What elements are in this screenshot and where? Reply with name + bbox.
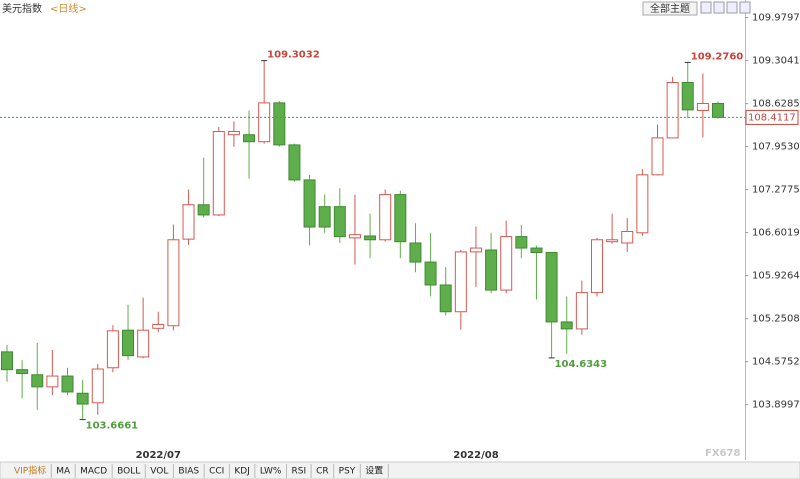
indicator-tab[interactable]: MA <box>56 467 71 477</box>
candle-body <box>364 235 377 241</box>
period: <日线> <box>50 2 87 15</box>
candle-body <box>560 321 573 330</box>
candle-body <box>606 239 619 243</box>
annotation-label: 109.2760 <box>691 51 744 62</box>
candle-body <box>303 179 316 228</box>
candle-body <box>106 330 119 369</box>
candle-body <box>621 231 634 244</box>
candle-body <box>16 369 29 374</box>
x-tick-label: 2022/07 <box>136 450 181 461</box>
symbol: 美元指数 <box>2 2 42 15</box>
y-tick-label: 107.2775 <box>752 185 800 196</box>
candle-body <box>454 251 467 313</box>
candle-body <box>212 131 225 216</box>
y-tick-label: 108.6285 <box>752 99 800 110</box>
theme-button-label[interactable]: 全部主题 <box>650 2 690 15</box>
candle-body <box>575 292 588 330</box>
candle-body <box>469 247 482 253</box>
candle-body <box>379 194 392 241</box>
indicator-tab[interactable]: KDJ <box>234 467 250 477</box>
last-price-box <box>745 109 799 125</box>
candle-body <box>712 103 724 118</box>
annotation-label: 109.3032 <box>267 50 320 61</box>
indicator-tab[interactable]: VIP指标 <box>14 465 46 477</box>
y-tick-label: 106.6019 <box>752 228 800 239</box>
y-tick-label: 103.8997 <box>752 400 800 411</box>
candle-body <box>681 82 694 111</box>
icon-button[interactable] <box>713 1 725 14</box>
watermark: FX678 <box>705 448 740 459</box>
candle-body <box>122 329 135 357</box>
y-tick-label: 104.5752 <box>752 357 800 368</box>
x-tick-label: 2022/08 <box>453 450 498 461</box>
candle-body <box>348 234 361 239</box>
annotation-label: 104.6343 <box>555 359 608 370</box>
candle-body <box>590 239 603 294</box>
y-tick-label: 109.3041 <box>752 56 800 67</box>
indicator-tab[interactable]: MACD <box>80 467 107 477</box>
candle-body <box>636 174 649 234</box>
indicator-tab[interactable]: CR <box>316 467 329 477</box>
candle-body <box>515 236 528 249</box>
candle-body <box>227 131 240 136</box>
candle-body <box>273 102 286 146</box>
candle-body <box>137 329 150 358</box>
candle-body <box>76 392 89 405</box>
candle-body <box>333 206 346 238</box>
candle-body <box>288 144 301 181</box>
icon-button[interactable] <box>726 1 738 14</box>
candle-body <box>666 82 679 139</box>
candle-body <box>651 137 664 176</box>
indicator-tab[interactable]: 设置 <box>365 466 383 477</box>
candle-body <box>243 134 256 143</box>
indicator-tab[interactable]: RSI <box>291 467 306 477</box>
candle-body <box>439 284 452 313</box>
indicator-tab[interactable]: VOL <box>150 467 168 477</box>
candle-body <box>31 374 44 388</box>
candle-body <box>152 323 165 329</box>
candle-body <box>91 368 104 404</box>
indicator-tab[interactable]: LW% <box>260 467 282 477</box>
candle-body <box>530 247 543 254</box>
candle-body <box>1 351 13 371</box>
candle-body <box>46 375 59 388</box>
candle-body <box>545 252 558 323</box>
candle-body <box>424 261 437 286</box>
candle-body <box>318 206 331 228</box>
candle-body <box>409 242 422 263</box>
candle-body <box>696 103 709 112</box>
y-tick-label: 109.9797 <box>752 13 800 24</box>
tab-bar <box>0 461 800 479</box>
theme-button[interactable] <box>642 1 698 16</box>
icon-button[interactable] <box>739 1 751 14</box>
candle-body <box>61 375 74 393</box>
y-tick-label: 107.9530 <box>752 142 800 153</box>
y-tick-label: 105.2508 <box>752 314 800 325</box>
candle-body <box>500 236 513 291</box>
candle-body <box>485 249 498 291</box>
candle-body <box>197 204 210 216</box>
indicator-tab[interactable]: PSY <box>339 467 356 477</box>
last-price-label: 108.4117 <box>748 112 796 123</box>
annotation-label: 103.6661 <box>86 421 139 432</box>
y-tick-label: 105.9264 <box>752 271 800 282</box>
candle-body <box>258 102 271 143</box>
candle-body <box>182 204 195 240</box>
candle-body <box>394 194 407 243</box>
indicator-tab[interactable]: BOLL <box>117 467 140 477</box>
icon-button[interactable] <box>700 1 712 14</box>
indicator-tab[interactable]: CCI <box>209 467 224 477</box>
candle-body <box>167 239 180 327</box>
indicator-tab[interactable]: BIAS <box>178 467 199 477</box>
